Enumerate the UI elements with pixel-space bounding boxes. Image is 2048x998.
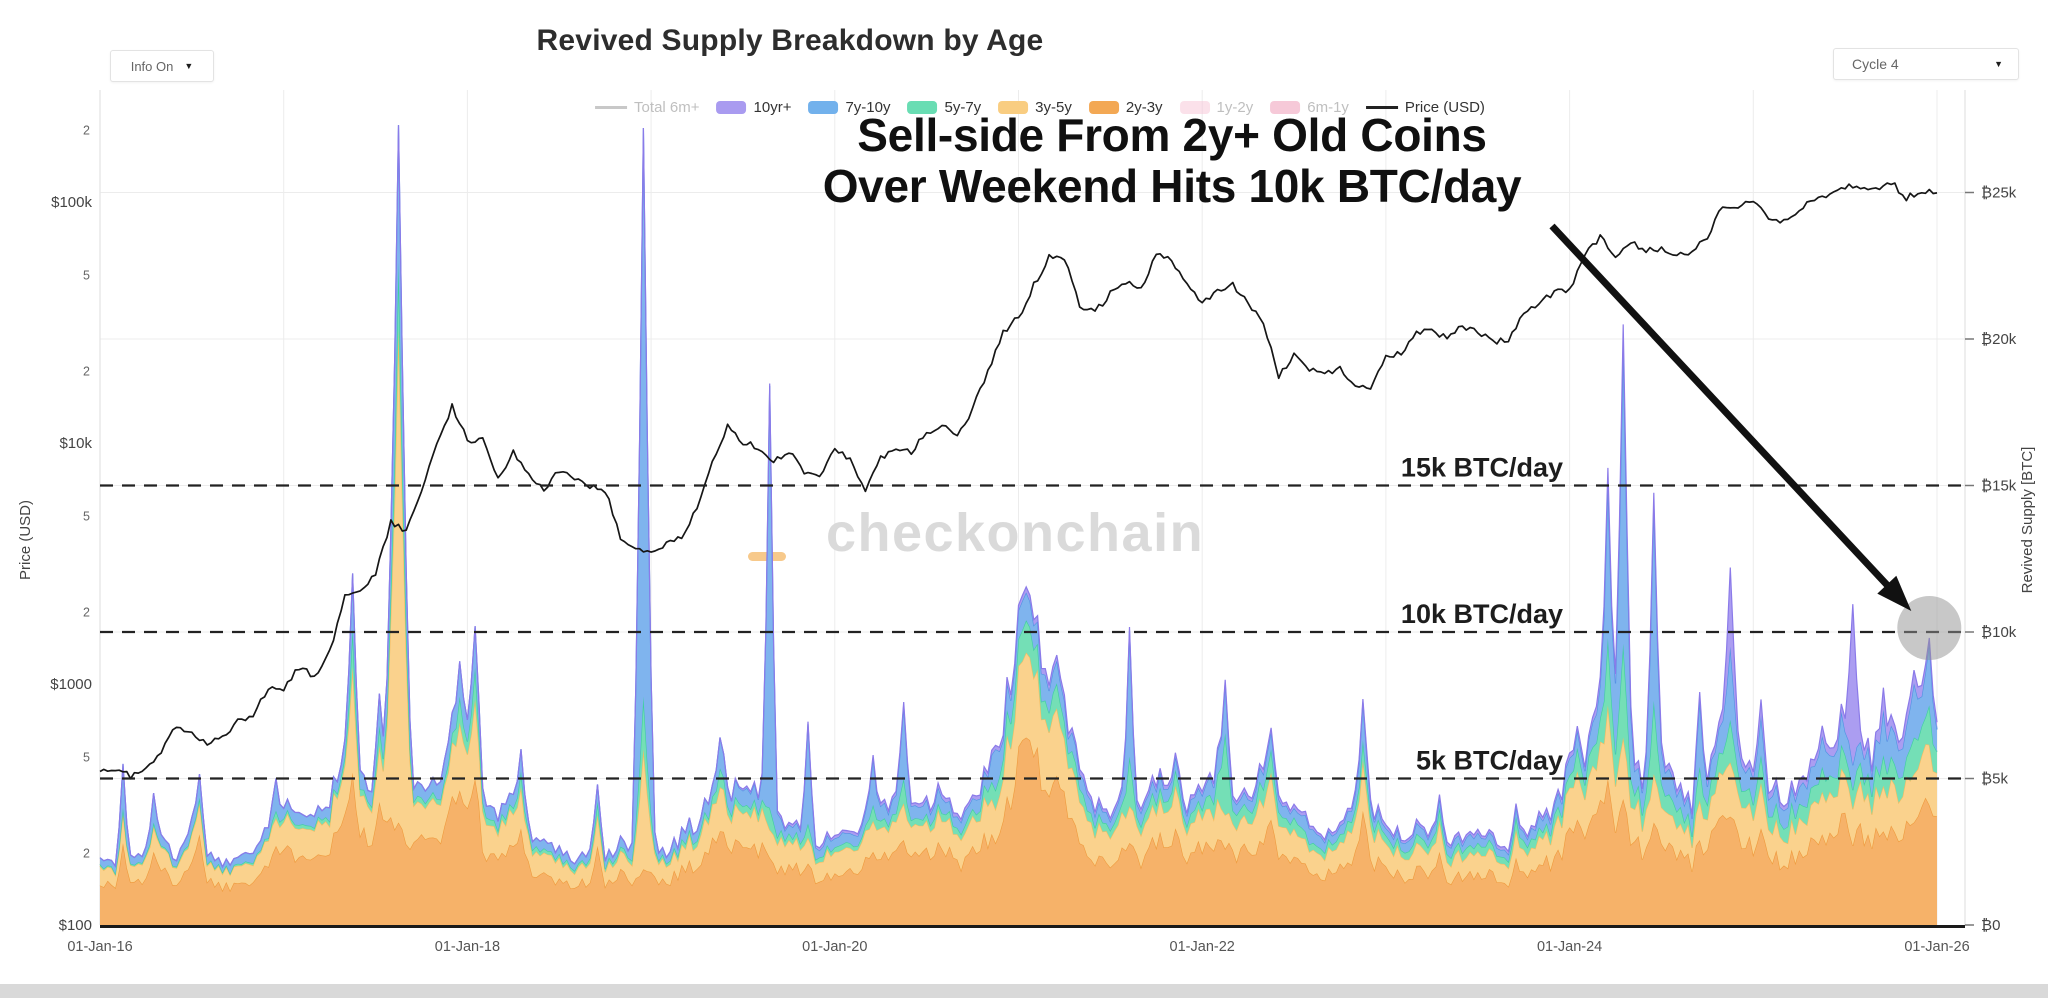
- annotation-arrow-line: [1549, 223, 1901, 599]
- legend-item-6m-1y[interactable]: 6m-1y: [1270, 99, 1349, 116]
- info-dropdown[interactable]: Info On ▼: [110, 50, 214, 82]
- legend-swatch: [716, 101, 747, 114]
- legend: Total 6m+ 10yr+ 7y-10y 5y-7y 3y-5y 2y-3y 1y-2y…: [595, 99, 1485, 116]
- ref-line-label: 15k BTC/day: [1401, 453, 1563, 483]
- y-left-tick-label: $10k: [59, 435, 92, 452]
- area-edge-10yr+: [99, 125, 1938, 869]
- watermark-text: checkonchain: [826, 503, 1204, 563]
- legend-item-3y-5y[interactable]: 3y-5y: [998, 99, 1072, 116]
- y-left-axis-title: Price (USD): [17, 500, 34, 580]
- legend-label: 3y-5y: [1035, 99, 1072, 116]
- legend-label: 7y-10y: [845, 99, 891, 116]
- annotation-line1: Sell-side From 2y+ Old Coins: [857, 109, 1487, 161]
- legend-item-price-usd-[interactable]: Price (USD): [1365, 99, 1485, 116]
- y-right-tick-label: ₿5k: [1981, 771, 2008, 788]
- area-2y-3y: [100, 737, 1937, 925]
- area-7y-10y: [100, 125, 1937, 874]
- y-left-minor-tick-label: 2: [83, 364, 90, 378]
- legend-label: 5y-7y: [944, 99, 982, 116]
- x-tick-label: 01-Jan-18: [435, 939, 500, 955]
- legend-swatch: [1270, 101, 1301, 114]
- y-left-tick-label: $100: [59, 917, 92, 934]
- y-right-tick-label: ₿25k: [1981, 185, 2017, 202]
- ref-line-label: 10k BTC/day: [1401, 599, 1563, 629]
- legend-swatch: [907, 101, 938, 114]
- price-line: [99, 182, 1938, 780]
- y-left-minor-tick-label: 2: [83, 605, 90, 619]
- legend-label: 2y-3y: [1125, 99, 1163, 116]
- legend-item-total-6m-[interactable]: Total 6m+: [595, 99, 700, 116]
- legend-swatch: [595, 106, 628, 109]
- y-left-tick-label: $1000: [50, 676, 92, 693]
- annotation-arrow-head: [1877, 575, 1912, 611]
- area-3y-5y: [100, 330, 1937, 891]
- y-left-tick-label: $100k: [51, 194, 92, 211]
- legend-label: 6m-1y: [1307, 99, 1349, 116]
- x-tick-label: 01-Jan-16: [67, 939, 132, 955]
- y-right-tick-label: ₿0: [1981, 917, 2000, 934]
- legend-swatch: [1365, 106, 1398, 109]
- y-left-minor-tick-label: 5: [83, 510, 90, 524]
- legend-swatch: [1179, 101, 1210, 114]
- y-right-tick-label: ₿15k: [1981, 478, 2017, 495]
- x-tick-label: 01-Jan-22: [1170, 939, 1235, 955]
- y-right-tick-label: ₿10k: [1981, 624, 2017, 641]
- caret-down-icon: ▼: [184, 61, 194, 71]
- legend-label: 1y-2y: [1216, 99, 1254, 116]
- x-tick-label: 01-Jan-26: [1904, 939, 1969, 955]
- legend-label: Total 6m+: [634, 99, 700, 116]
- legend-item-1y-2y[interactable]: 1y-2y: [1179, 99, 1254, 116]
- chart-annotation: Sell-side From 2y+ Old Coins Over Weeken…: [823, 110, 1522, 211]
- cycle-dropdown[interactable]: Cycle 4 ▼: [1833, 48, 2019, 80]
- cycle-dropdown-label: Cycle 4: [1852, 56, 1899, 72]
- legend-label: Price (USD): [1404, 99, 1485, 116]
- y-left-minor-tick-label: 2: [83, 123, 90, 137]
- info-dropdown-label: Info On: [130, 58, 174, 74]
- legend-item-10yr-[interactable]: 10yr+: [716, 99, 792, 116]
- annotation-line2: Over Weekend Hits 10k BTC/day: [822, 159, 1522, 212]
- area-5y-7y: [100, 262, 1937, 876]
- legend-item-2y-3y[interactable]: 2y-3y: [1088, 99, 1163, 116]
- horizontal-scrollbar[interactable]: [0, 984, 2048, 998]
- y-left-minor-tick-label: 5: [83, 269, 90, 283]
- caret-down-icon: ▼: [1994, 59, 2003, 69]
- legend-swatch: [808, 101, 839, 114]
- highlight-circle: [1897, 596, 1962, 660]
- legend-item-5y-7y[interactable]: 5y-7y: [907, 99, 981, 116]
- ref-line-label: 5k BTC/day: [1416, 746, 1563, 776]
- x-tick-label: 01-Jan-24: [1537, 939, 1602, 955]
- y-right-tick-label: ₿20k: [1981, 331, 2017, 348]
- y-right-axis-title: Revived Supply [BTC]: [2019, 447, 2036, 594]
- y-left-minor-tick-label: 5: [83, 751, 90, 765]
- legend-item-7y-10y[interactable]: 7y-10y: [808, 99, 890, 116]
- x-tick-label: 01-Jan-20: [802, 939, 867, 955]
- legend-swatch: [998, 101, 1029, 114]
- chart-title: Revived Supply Breakdown by Age: [536, 24, 1044, 57]
- y-left-minor-tick-label: 2: [83, 846, 90, 860]
- legend-swatch: [1088, 101, 1119, 114]
- legend-label: 10yr+: [753, 99, 792, 116]
